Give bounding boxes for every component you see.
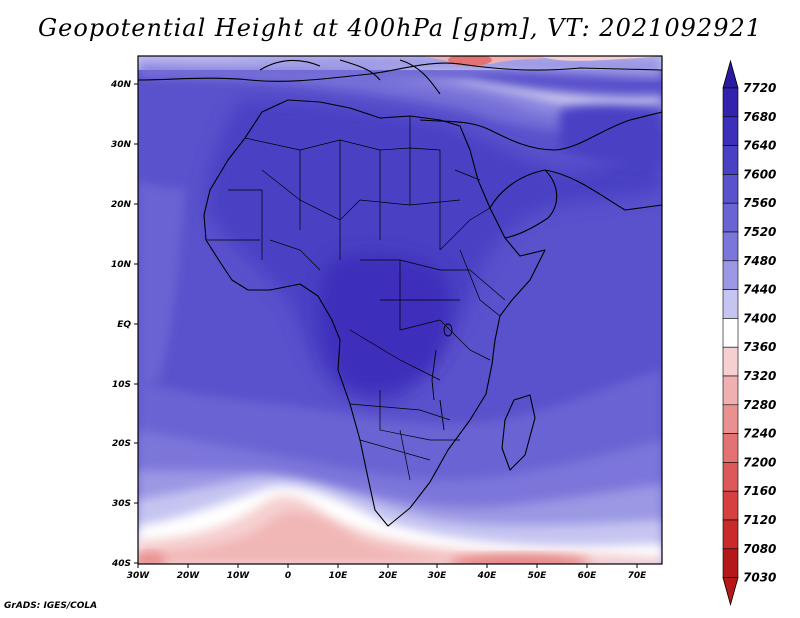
colorbar-label: 7680: [743, 110, 776, 124]
lon-label-20e: 20E: [379, 571, 399, 581]
grads-credit: GrADS: IGES/COLA: [4, 601, 98, 611]
colorbar-swatch: [722, 548, 739, 578]
colorbar-swatch: [722, 174, 739, 204]
colorbar-label: 7640: [743, 139, 776, 153]
lon-label-0: 0: [285, 571, 291, 581]
colorbar-swatch: [722, 289, 739, 319]
lat-label-30s: 30S: [112, 499, 131, 509]
colorbar-swatch: [722, 490, 739, 521]
lon-axis: 30W 20W 10W 0 10E 20E 30E 40E 50E 60E 70…: [127, 564, 647, 581]
colorbar-label: 7200: [743, 455, 776, 469]
plot-frame: [137, 55, 663, 565]
lat-label-eq: EQ: [117, 320, 131, 330]
colorbar-swatch: [722, 462, 739, 492]
colorbar-label: 7360: [743, 340, 776, 354]
colorbar-swatch: [722, 202, 739, 233]
lon-label-40e: 40E: [477, 571, 498, 581]
lon-label-10w: 10W: [227, 571, 251, 581]
colorbar-label: 7720: [743, 81, 776, 95]
lat-label-10n: 10N: [111, 260, 132, 270]
africa-coastline: [138, 59, 662, 527]
lat-label-40n: 40N: [110, 80, 132, 90]
lat-label-20n: 20N: [111, 200, 132, 210]
country-borders: [206, 116, 506, 481]
map-title: Geopotential Height at 400hPa [gpm], VT:…: [38, 14, 762, 42]
lat-label-40s: 40S: [111, 559, 131, 569]
lon-label-30w: 30W: [127, 571, 151, 581]
lon-label-30e: 30E: [428, 571, 448, 581]
colorbar-swatch: [722, 346, 739, 377]
colorbar-swatch: [722, 404, 739, 434]
colorbar-label: 7280: [743, 398, 776, 412]
colorbar-swatch: [722, 433, 739, 463]
lon-label-50e: 50E: [528, 571, 548, 581]
height-field: [138, 56, 662, 564]
colorbar-label: 7160: [743, 484, 776, 498]
colorbar-swatch: [722, 145, 739, 175]
colorbar-swatch: [722, 87, 739, 118]
colorbar-label: 7030: [743, 571, 776, 585]
lon-label-70e: 70E: [628, 571, 648, 581]
colorbar-swatch: [722, 260, 739, 290]
colorbar-label: 7400: [743, 311, 776, 325]
colorbar-swatch: [722, 375, 739, 406]
colorbar-label: 7560: [743, 196, 776, 210]
lon-label-60e: 60E: [578, 571, 598, 581]
colorbar-swatch: [722, 116, 739, 146]
colorbar-arrow-bottom: [722, 577, 739, 607]
colorbar-label: 7440: [743, 283, 776, 297]
lat-label-20s: 20S: [112, 439, 131, 449]
colorbar-label: 7240: [743, 427, 776, 441]
lat-axis: 40N 30N 20N 10N EQ 10S 20S 30S 40S: [110, 80, 138, 569]
colorbar-label: 7600: [743, 167, 776, 181]
colorbar: 7720 7680 7640 7600 7560 7520 7480 7440 7400 7360…: [722, 59, 776, 607]
colorbar-swatch: [722, 519, 739, 550]
colorbar-arrow-top: [722, 59, 739, 89]
colorbar-label: 7520: [743, 225, 776, 239]
lat-label-30n: 30N: [111, 140, 132, 150]
colorbar-label: 7080: [743, 542, 776, 556]
colorbar-swatch: [722, 231, 739, 262]
lakes: [431, 323, 453, 431]
colorbar-swatch: [722, 318, 739, 348]
lat-label-10s: 10S: [112, 380, 131, 390]
colorbar-label: 7120: [743, 513, 776, 527]
lon-label-10e: 10E: [329, 571, 349, 581]
colorbar-label: 7320: [743, 369, 776, 383]
colorbar-label: 7480: [743, 254, 776, 268]
lon-label-20w: 20W: [177, 571, 201, 581]
